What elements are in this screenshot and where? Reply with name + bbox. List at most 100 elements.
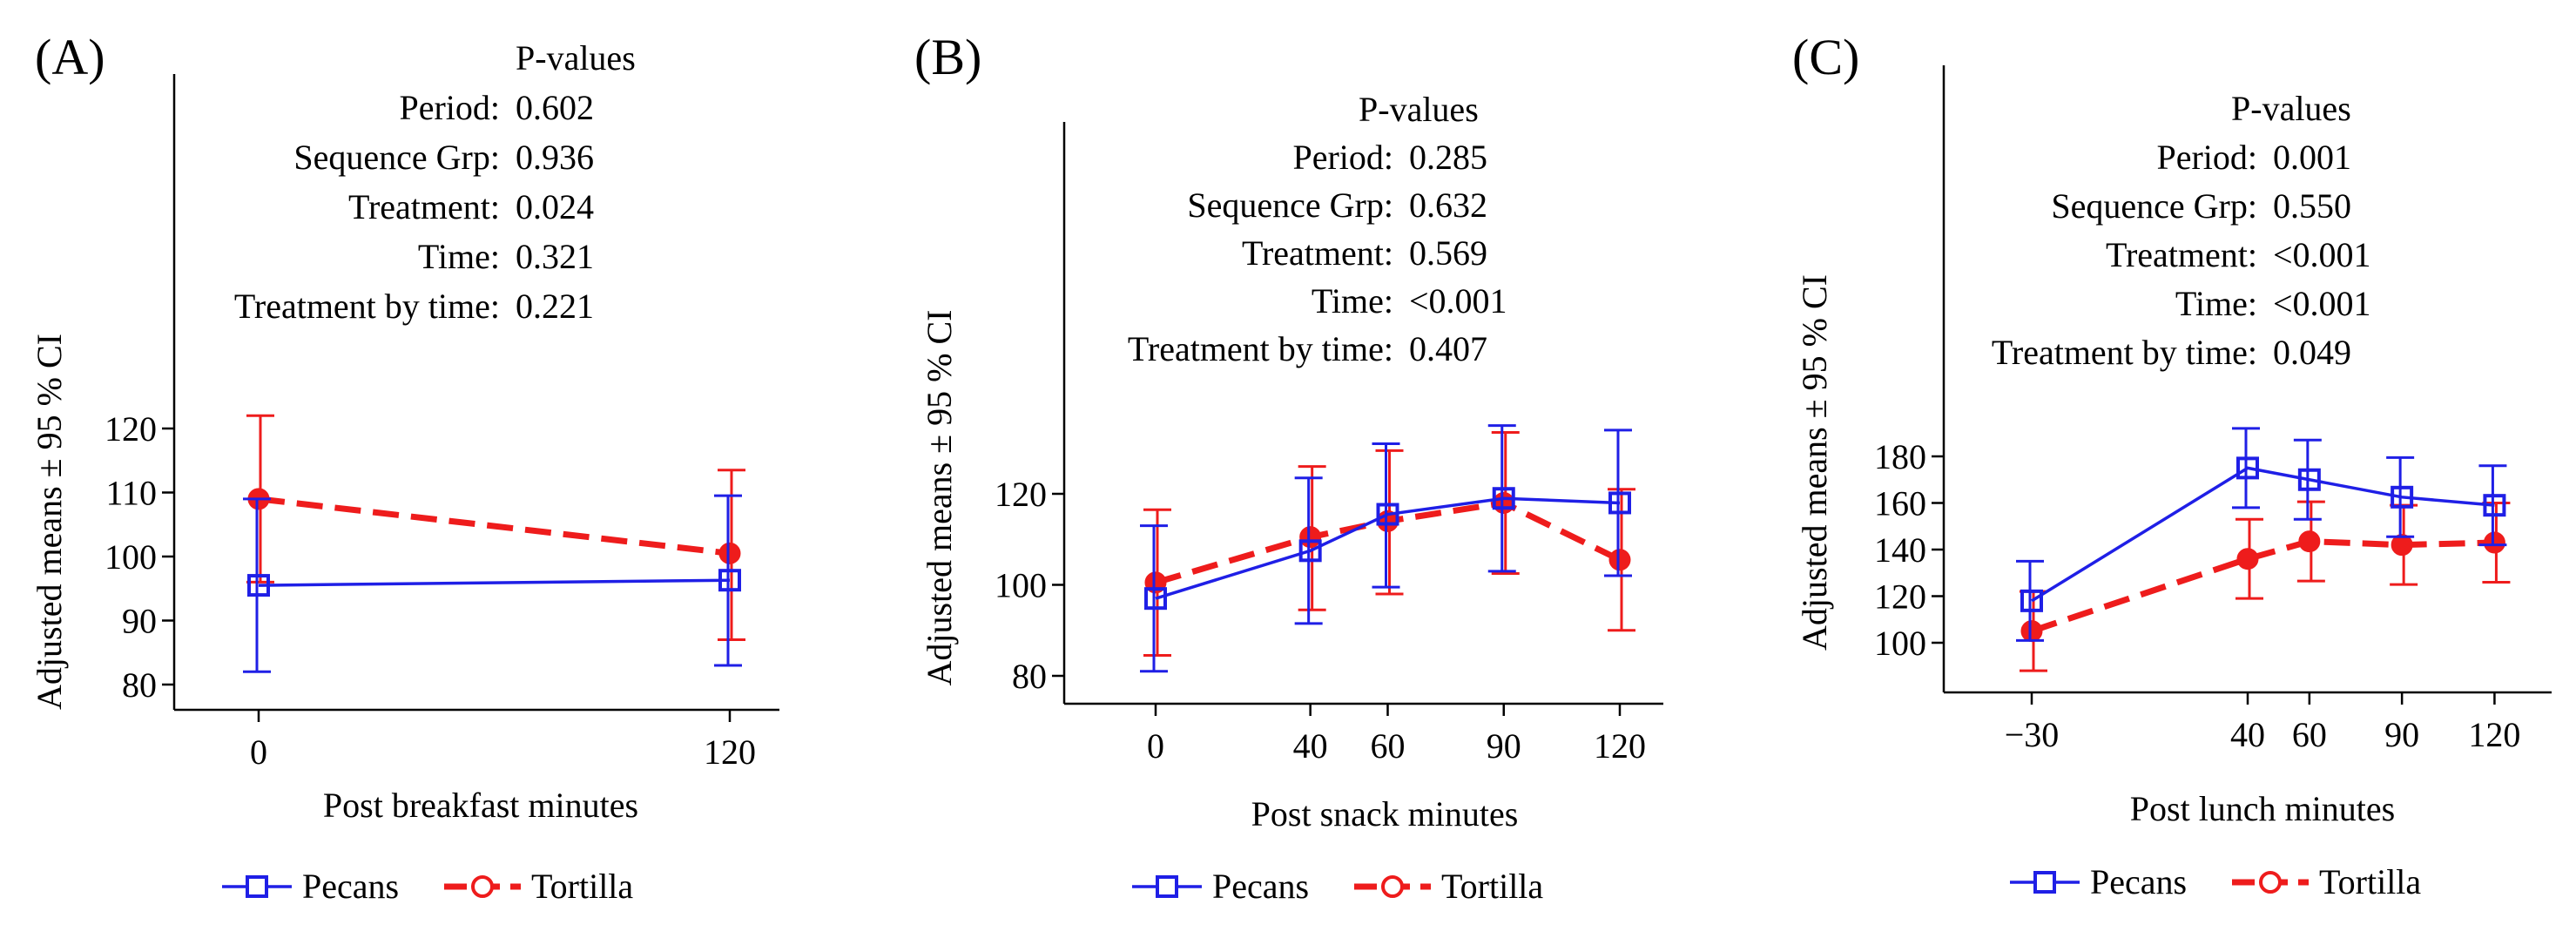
y-tick-label: 140 — [1874, 530, 1926, 570]
pvalues-block: P-values Period: 0.602 Sequence Grp: 0.936 Tr… — [234, 38, 636, 326]
data-point-circle — [1608, 549, 1631, 571]
series-pecans — [243, 494, 742, 673]
y-tick-label: 120 — [995, 475, 1047, 514]
data-point-square — [2297, 468, 2321, 491]
pvalues-heading: P-values — [1359, 90, 1479, 129]
series-tortilla — [2020, 500, 2511, 672]
x-tick-label: 120 — [2468, 715, 2520, 754]
y-tick-label: 90 — [122, 602, 157, 641]
pvalue-label: Treatment by time: — [1128, 329, 1393, 368]
legend-label-tortilla: Tortilla — [531, 867, 633, 906]
y-axis-title: Adjusted means ± 95 % CI — [30, 334, 69, 710]
data-point-circle — [2391, 534, 2413, 557]
legend-marker-tortilla — [2259, 871, 2282, 894]
data-point-circle — [2298, 530, 2321, 553]
pvalue-label: Sequence Grp: — [2051, 186, 2257, 226]
series-line — [2031, 466, 2495, 603]
legend-label-pecans: Pecans — [2090, 862, 2187, 901]
pvalue-value: 0.024 — [516, 187, 594, 226]
data-point-square — [2391, 485, 2414, 509]
legend: Pecans Tortilla — [2010, 862, 2421, 901]
x-tick-label: 40 — [2230, 715, 2265, 754]
chart-panel-3: (C) 100 120 140 160 180 −30 40 60 90 120 Adjusted m… — [1792, 29, 2552, 901]
y-tick-label: 80 — [122, 665, 157, 705]
pvalue-label: Time: — [2175, 284, 2257, 323]
y-tick-label: 100 — [105, 537, 157, 577]
x-tick-label: 120 — [1594, 726, 1646, 766]
panel-label: (A) — [35, 29, 105, 85]
pvalues-heading: P-values — [2231, 89, 2351, 128]
legend-label-pecans: Pecans — [302, 867, 399, 906]
y-tick-label: 100 — [1874, 624, 1926, 663]
pvalue-label: Treatment by time: — [1992, 333, 2257, 372]
pvalue-value: 0.550 — [2273, 186, 2351, 226]
series-line — [258, 578, 731, 587]
pvalue-value: <0.001 — [2273, 284, 2371, 323]
pvalue-label: Treatment: — [348, 187, 500, 226]
data-point-square — [1492, 487, 1515, 510]
x-tick-label: 120 — [704, 732, 756, 772]
pvalue-value: 0.001 — [2273, 138, 2351, 177]
pvalue-value: 0.602 — [516, 88, 594, 127]
panel-label: (C) — [1792, 29, 1859, 85]
pvalue-value: 0.321 — [516, 237, 594, 276]
chart-panel-2: (B) 80 100 120 0 40 60 90 120 Adjusted means ± 95… — [914, 29, 1663, 906]
legend-marker-tortilla — [1381, 875, 1404, 898]
pvalue-value: 0.569 — [1409, 233, 1487, 273]
legend-label-tortilla: Tortilla — [1441, 867, 1543, 906]
y-tick-label: 80 — [1012, 657, 1047, 696]
x-tick-label: 0 — [1147, 726, 1164, 766]
series-line — [258, 496, 731, 557]
y-tick-label: 160 — [1874, 484, 1926, 523]
pvalues-block: P-values Period: 0.285 Sequence Grp: 0.632 Tr… — [1128, 90, 1507, 368]
pvalue-value: 0.221 — [516, 287, 594, 326]
data-point-circle — [2020, 620, 2043, 643]
y-tick-label: 180 — [1874, 437, 1926, 476]
pvalue-value: 0.285 — [1409, 138, 1487, 177]
y-axis-title: Adjusted means ± 95 % CI — [1795, 274, 1834, 651]
pvalue-label: Sequence Grp: — [1187, 186, 1393, 225]
x-tick-label: 60 — [1371, 726, 1406, 766]
pvalue-value: 0.049 — [2273, 333, 2351, 372]
data-point-circle — [2236, 548, 2259, 570]
pvalue-label: Treatment: — [2106, 235, 2257, 274]
pvalue-label: Sequence Grp: — [293, 138, 500, 177]
x-tick-label: 40 — [1293, 726, 1328, 766]
pvalue-label: Time: — [418, 237, 500, 276]
pvalue-value: 0.936 — [516, 138, 594, 177]
data-point-circle — [1299, 526, 1322, 549]
pvalue-label: Period: — [2156, 138, 2257, 177]
data-point-circle — [2483, 531, 2505, 554]
legend-marker-pecans — [2033, 871, 2056, 894]
series-pecans — [1140, 424, 1632, 673]
x-tick-label: 90 — [2384, 715, 2419, 754]
y-tick-label: 120 — [105, 409, 157, 449]
data-point-square — [718, 569, 741, 592]
x-axis-title: Post breakfast minutes — [323, 786, 638, 825]
legend-label-tortilla: Tortilla — [2319, 862, 2421, 901]
chart-panel-1: (A) 80 90 100 110 120 0 120 Adjusted means ± 95 … — [30, 29, 779, 906]
data-point-square — [2020, 589, 2043, 612]
data-point-square — [1376, 503, 1399, 526]
legend: Pecans Tortilla — [1132, 867, 1543, 906]
x-axis-title: Post snack minutes — [1251, 794, 1519, 833]
series-pecans — [2016, 427, 2507, 642]
series-tortilla — [1143, 430, 1635, 657]
data-point-circle — [718, 542, 741, 564]
series-tortilla — [246, 414, 745, 642]
series-line — [2030, 538, 2495, 634]
pvalue-label: Treatment by time: — [234, 287, 500, 326]
data-point-square — [2483, 494, 2506, 517]
x-tick-label: 60 — [2292, 715, 2327, 754]
y-tick-label: 110 — [105, 474, 157, 513]
legend-label-pecans: Pecans — [1212, 867, 1309, 906]
y-axis-title: Adjusted means ± 95 % CI — [920, 310, 959, 686]
pvalue-value: <0.001 — [1409, 281, 1507, 321]
series-line — [1155, 496, 1621, 600]
pvalues-heading: P-values — [516, 38, 636, 78]
data-point-square — [1298, 539, 1322, 563]
y-tick-label: 100 — [995, 566, 1047, 605]
x-tick-label: 0 — [250, 732, 267, 772]
data-point-square — [2236, 456, 2259, 480]
